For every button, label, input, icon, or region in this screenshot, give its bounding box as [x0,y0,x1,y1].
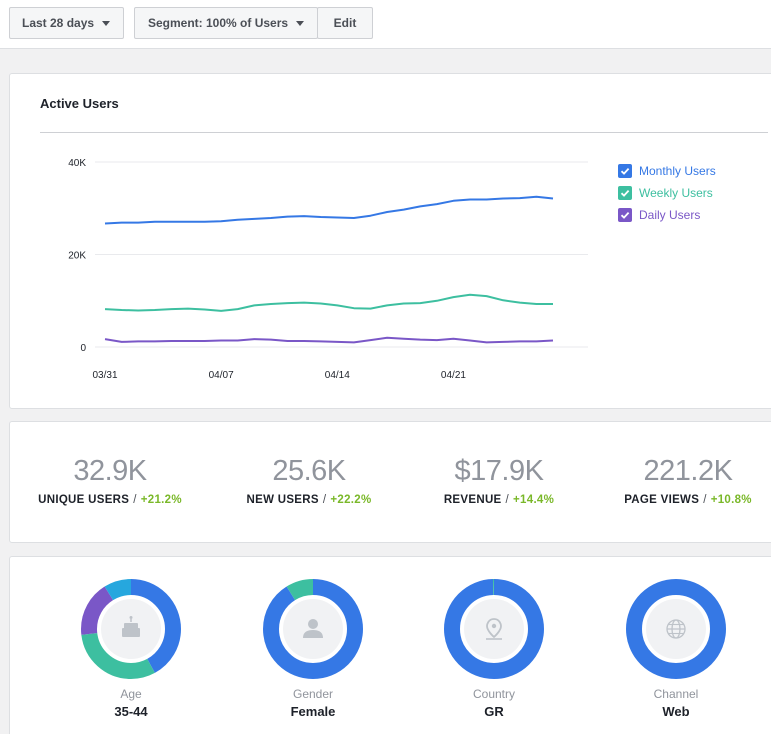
donut-value: Web [662,704,690,719]
donut-value: GR [484,704,504,719]
donut-channel[interactable]: Channel Web [621,577,731,719]
metric-change: +21.2% [140,494,182,506]
active-users-card: Active Users 40K 20K 0 03/31 04/07 04/14 04/21… [9,73,771,409]
metric-new-users: 25.6K NEW USERS / +22.2% [209,454,409,506]
location-pin-icon [486,618,502,640]
checkbox-checked-icon[interactable] [618,208,632,222]
y-tick-label: 0 [80,343,86,354]
metric-label: UNIQUE USERS [38,494,130,506]
donut-age[interactable]: Age 35-44 [76,577,186,719]
series-line-monthly-users [104,195,554,225]
checkbox-checked-icon[interactable] [618,186,632,200]
metric-change: +22.2% [330,494,372,506]
legend-label: Weekly Users [639,186,713,200]
summary-metrics-card: 32.9K UNIQUE USERS / +21.2% 25.6K NEW USER… [9,421,771,543]
metric-value: 25.6K [272,455,346,487]
legend-item-weekly-users[interactable]: Weekly Users [618,182,716,204]
date-range-label: Last 28 days [22,16,95,30]
caret-down-icon [102,20,111,26]
donut-segment [263,579,363,679]
donut-country[interactable]: Country GR [439,577,549,719]
edit-segment-button[interactable]: Edit [317,7,373,39]
donut-label: Country [472,687,516,701]
donut-segment [81,579,181,679]
legend-item-daily-users[interactable]: Daily Users [618,204,716,226]
x-tick-label: 04/14 [325,370,350,381]
donut-segment [626,579,726,679]
donut-segment [81,579,181,679]
segment-label: Segment: 100% of Users [148,16,289,30]
metric-change: +10.8% [710,494,752,506]
x-tick-label: 04/21 [441,370,466,381]
date-range-dropdown[interactable]: Last 28 days [9,7,124,39]
metric-unique-users: 32.9K UNIQUE USERS / +21.2% [10,454,210,506]
age-donut-chart [81,579,181,679]
checkbox-checked-icon[interactable] [618,164,632,178]
metric-revenue: $17.9K REVENUE / +14.4% [399,454,599,506]
active-users-chart: 40K 20K 0 03/31 04/07 04/14 04/21 [68,158,588,381]
demographics-card: Age 35-44 Gender Female Country GR Chann… [9,556,771,734]
y-tick-label: 20K [68,251,86,262]
donut-label: Age [120,687,142,701]
metric-change: +14.4% [513,494,555,506]
x-tick-label: 04/07 [209,370,234,381]
donut-segment [444,579,544,679]
metric-value: 32.9K [73,455,147,487]
donut-value: Female [290,704,336,719]
legend-label: Daily Users [639,208,701,222]
chart-legend: Monthly Users Weekly Users Daily Users [618,160,716,226]
toolbar: Last 28 days Segment: 100% of Users Edit [0,0,771,49]
legend-label: Monthly Users [639,164,716,178]
metric-label: REVENUE [443,494,502,506]
card-title: Active Users [40,96,119,111]
series-line-weekly-users [104,293,553,312]
metric-label: NEW USERS [246,494,319,506]
metric-value: 221.2K [643,455,733,487]
divider [40,132,768,133]
donut-gender[interactable]: Gender Female [258,577,368,719]
legend-item-monthly-users[interactable]: Monthly Users [618,160,716,182]
donut-label: Gender [292,687,334,701]
channel-donut-chart [626,579,726,679]
metric-label: PAGE VIEWS [624,494,700,506]
gender-donut-chart [263,579,363,679]
donut-value: 35-44 [114,704,148,719]
x-tick-label: 03/31 [92,370,117,381]
edit-label: Edit [333,16,357,30]
y-tick-label: 40K [68,158,86,169]
segment-dropdown[interactable]: Segment: 100% of Users [134,7,318,39]
metric-page-views: 221.2K PAGE VIEWS / +10.8% [588,454,771,506]
donut-segment [81,579,181,679]
cake-icon [122,616,140,637]
person-icon [303,619,323,638]
globe-icon [666,619,686,639]
caret-down-icon [296,20,305,26]
donut-center [464,599,524,659]
metric-value: $17.9K [454,455,544,487]
country-donut-chart [444,579,544,679]
donut-label: Channel [653,687,699,701]
series-line-daily-users [104,336,554,344]
